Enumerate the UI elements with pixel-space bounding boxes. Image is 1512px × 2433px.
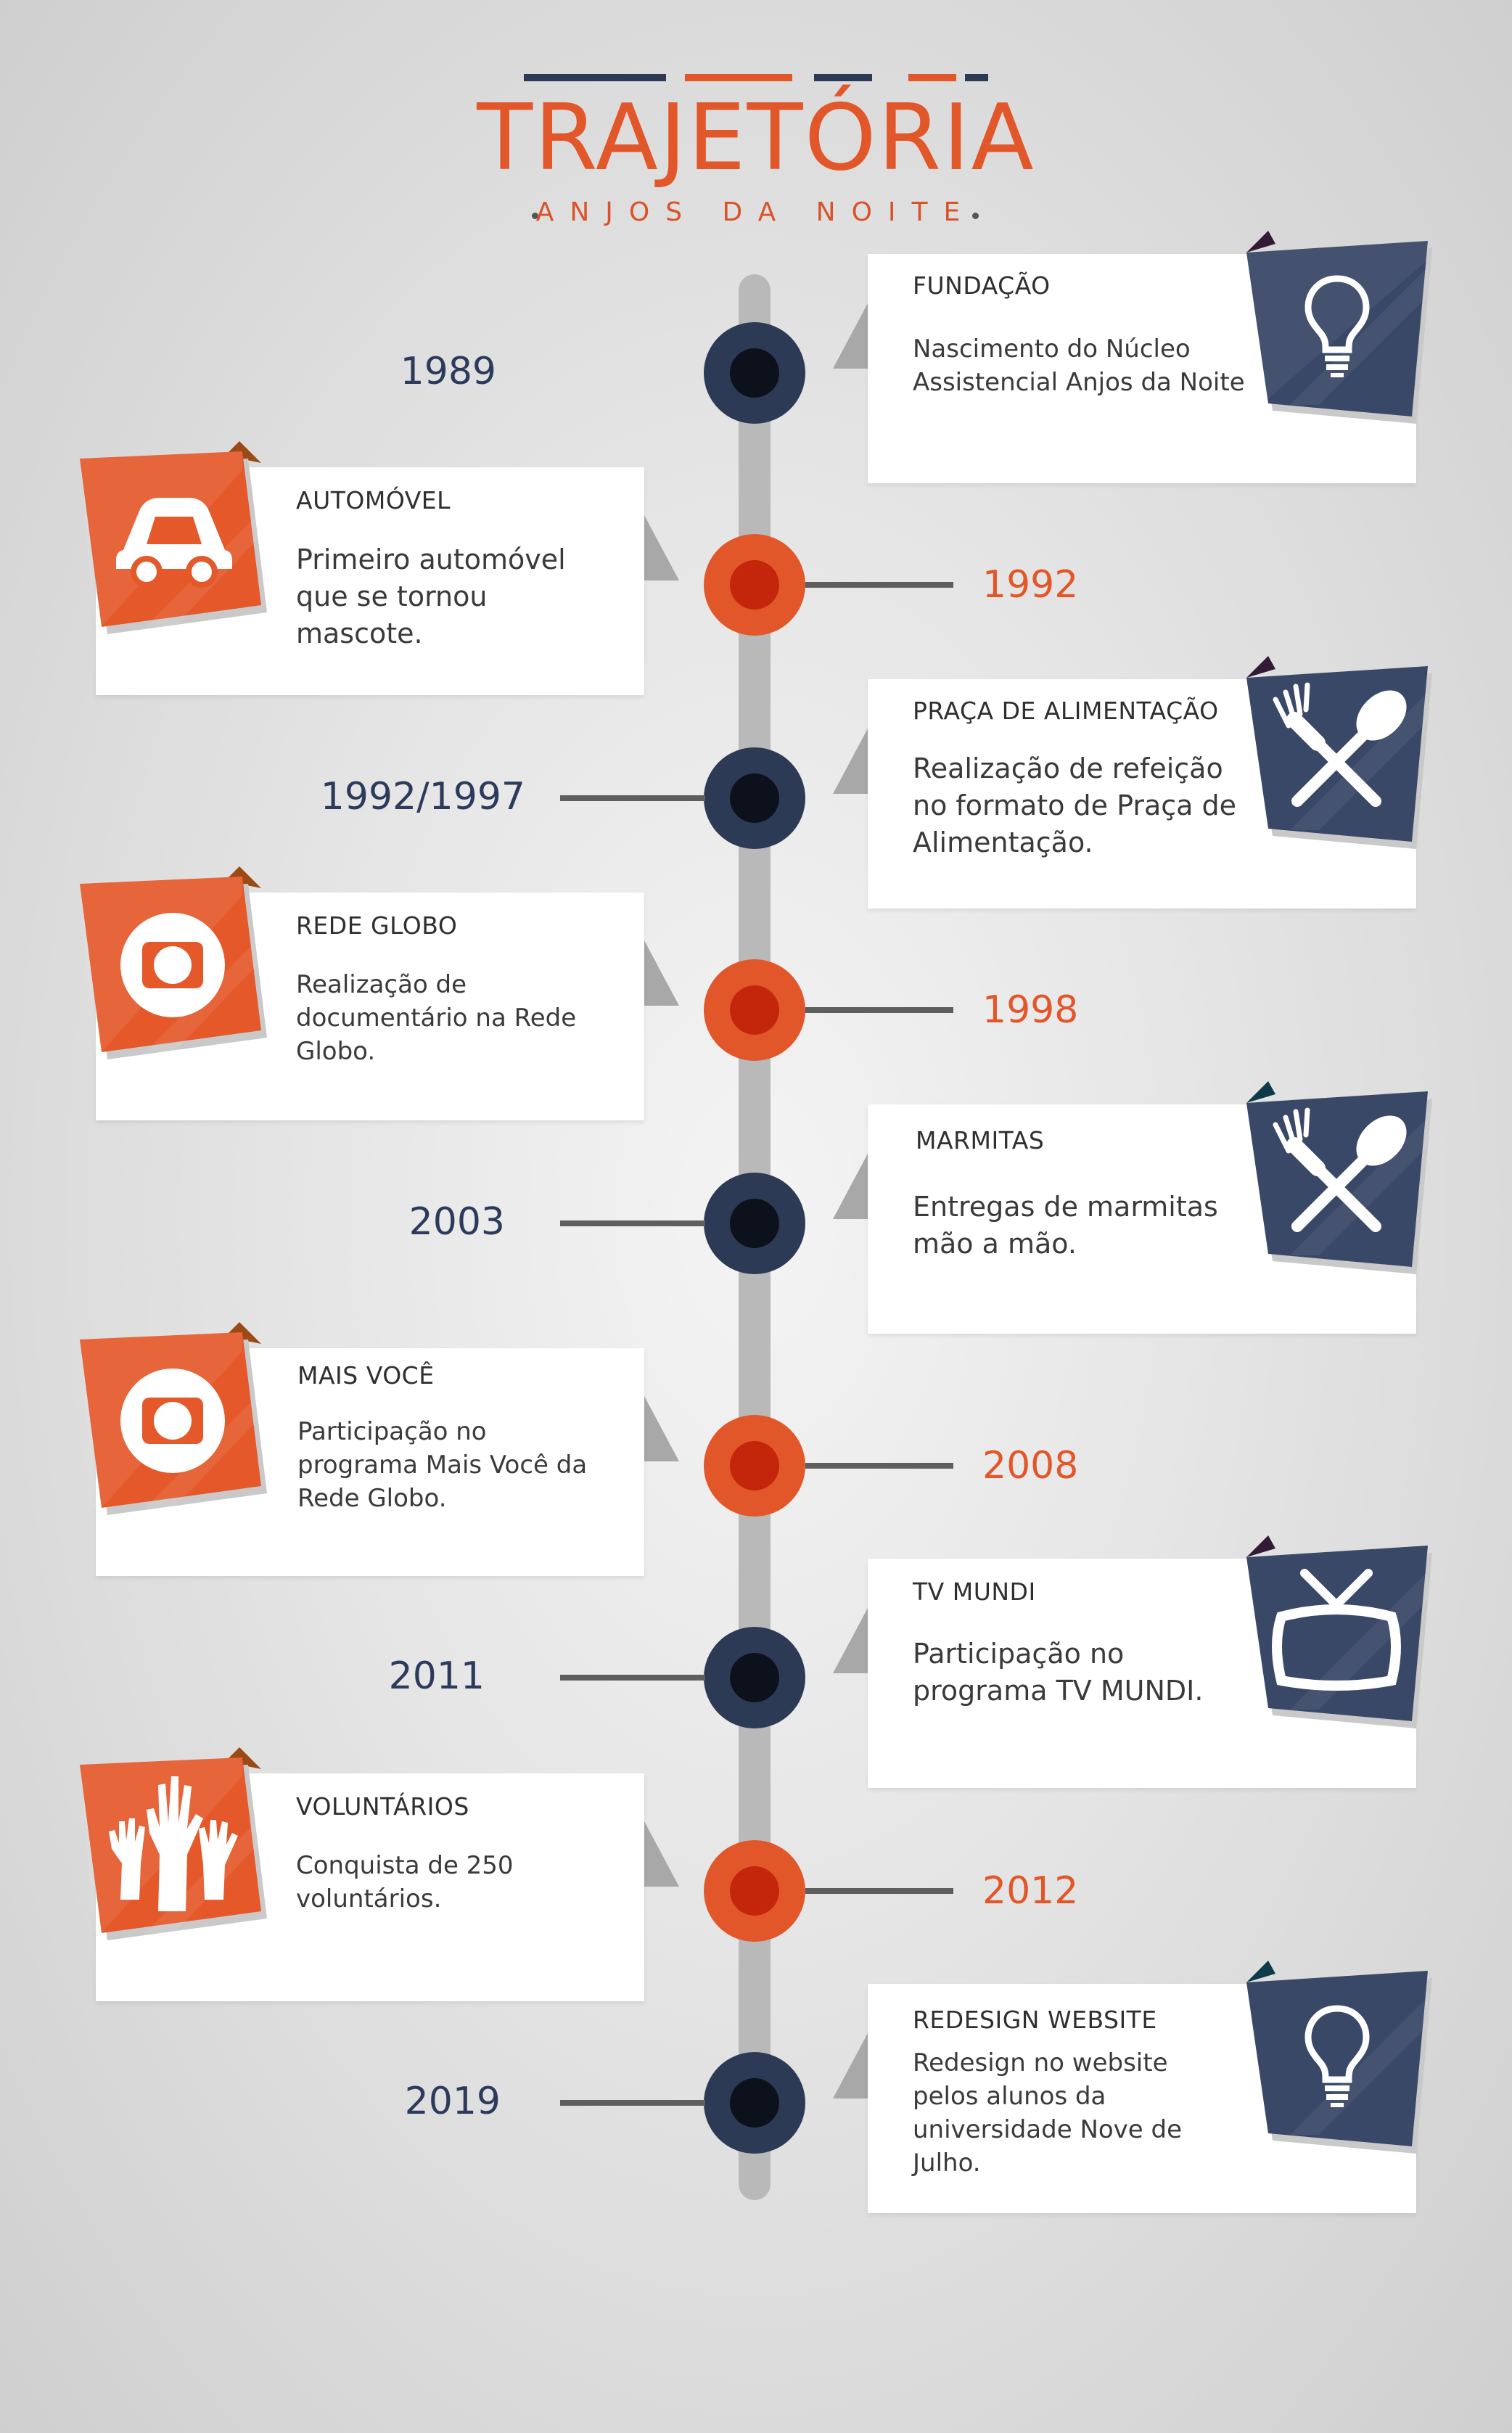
tv-icon: [1246, 1535, 1432, 1728]
timeline-node-1989: [704, 322, 805, 424]
timeline-node-1992-1997: [704, 747, 805, 849]
card-title: AUTOMÓVEL: [296, 486, 451, 514]
card-title: PRAÇA DE ALIMENTAÇÃO: [913, 697, 1219, 725]
card-description: Participação no programa Mais Você da Re…: [297, 1417, 588, 1513]
year-label: 2003: [408, 1200, 505, 1244]
card-title: VOLUNTÁRIOS: [296, 1792, 469, 1821]
node-connector: [560, 2100, 705, 2106]
timeline-node-1992: [704, 534, 805, 636]
card-title: TV MUNDI: [913, 1577, 1036, 1606]
card-fold: [833, 303, 868, 369]
subtitle-dot-right: [972, 213, 979, 219]
timeline-node-2019: [704, 2052, 805, 2154]
timeline-node-1998: [704, 959, 805, 1061]
card-title: MARMITAS: [916, 1126, 1045, 1154]
card-description: Nascimento do Núcleo Assistencial Anjos …: [913, 335, 1245, 397]
node-connector: [560, 1675, 705, 1681]
node-connector: [805, 1007, 953, 1013]
card-description: Realização de documentário na Rede Globo…: [296, 970, 577, 1066]
card-description: Realização de refeição no formato de Pra…: [913, 752, 1237, 858]
fork-spoon-icon: [1246, 656, 1432, 849]
year-label: 2019: [404, 2080, 501, 2123]
globo-icon: [80, 866, 267, 1059]
year-label: 1989: [400, 350, 496, 393]
header-bar-3: [814, 74, 872, 81]
year-label: 1992/1997: [320, 775, 525, 818]
card-fold: [644, 940, 679, 1006]
header-bar-2: [685, 74, 792, 81]
node-connector: [560, 795, 705, 801]
card-fold: [644, 1396, 679, 1461]
car-icon: [80, 441, 267, 634]
card-title: FUNDAÇÃO: [913, 271, 1051, 300]
lightbulb-icon: [1246, 231, 1432, 424]
card-description: Conquista de 250 voluntários.: [296, 1851, 514, 1913]
year-label: 1998: [982, 988, 1079, 1032]
card-fold: [833, 1608, 868, 1673]
card-description: Primeiro automóvel que se tornou mascote…: [296, 543, 566, 649]
node-connector: [805, 582, 953, 588]
timeline-node-2003: [704, 1173, 805, 1274]
globo-icon: [80, 1322, 267, 1515]
card-title: REDE GLOBO: [296, 911, 458, 940]
fork-spoon-icon: [1246, 1081, 1432, 1274]
card-fold: [644, 515, 679, 580]
node-connector: [805, 1463, 953, 1469]
timeline-node-2011: [704, 1627, 805, 1728]
header-bar-5: [965, 74, 988, 81]
card-title: REDESIGN WEBSITE: [913, 2006, 1157, 2034]
header-bar-1: [524, 74, 666, 81]
year-label: 2008: [982, 1444, 1079, 1488]
card-description: Entregas de marmitas mão a mão.: [913, 1191, 1218, 1260]
year-label: 2012: [982, 1869, 1079, 1913]
page-subtitle: ANJOS DA NOITE: [535, 197, 977, 227]
timeline-node-2012: [704, 1840, 805, 1942]
header-bar-4: [908, 74, 956, 81]
card-description: Redesign no website pelos alunos da univ…: [913, 2048, 1183, 2178]
node-connector: [805, 1888, 953, 1894]
card-fold: [833, 729, 868, 794]
year-label: 1992: [982, 563, 1079, 607]
page-title: TRAJETÓRIA: [477, 84, 1035, 191]
card-description: Participação no programa TV MUNDI.: [913, 1638, 1204, 1707]
raised-hands-icon: [80, 1747, 267, 1940]
card-fold: [644, 1821, 679, 1887]
card-fold: [833, 1154, 868, 1219]
timeline-node-2008: [704, 1415, 805, 1517]
lightbulb-icon: [1246, 1961, 1432, 2154]
card-title: MAIS VOCÊ: [297, 1361, 435, 1390]
card-fold: [833, 2033, 868, 2098]
subtitle-dot-left: [532, 213, 538, 219]
year-label: 2011: [388, 1654, 485, 1698]
node-connector: [560, 1220, 705, 1226]
